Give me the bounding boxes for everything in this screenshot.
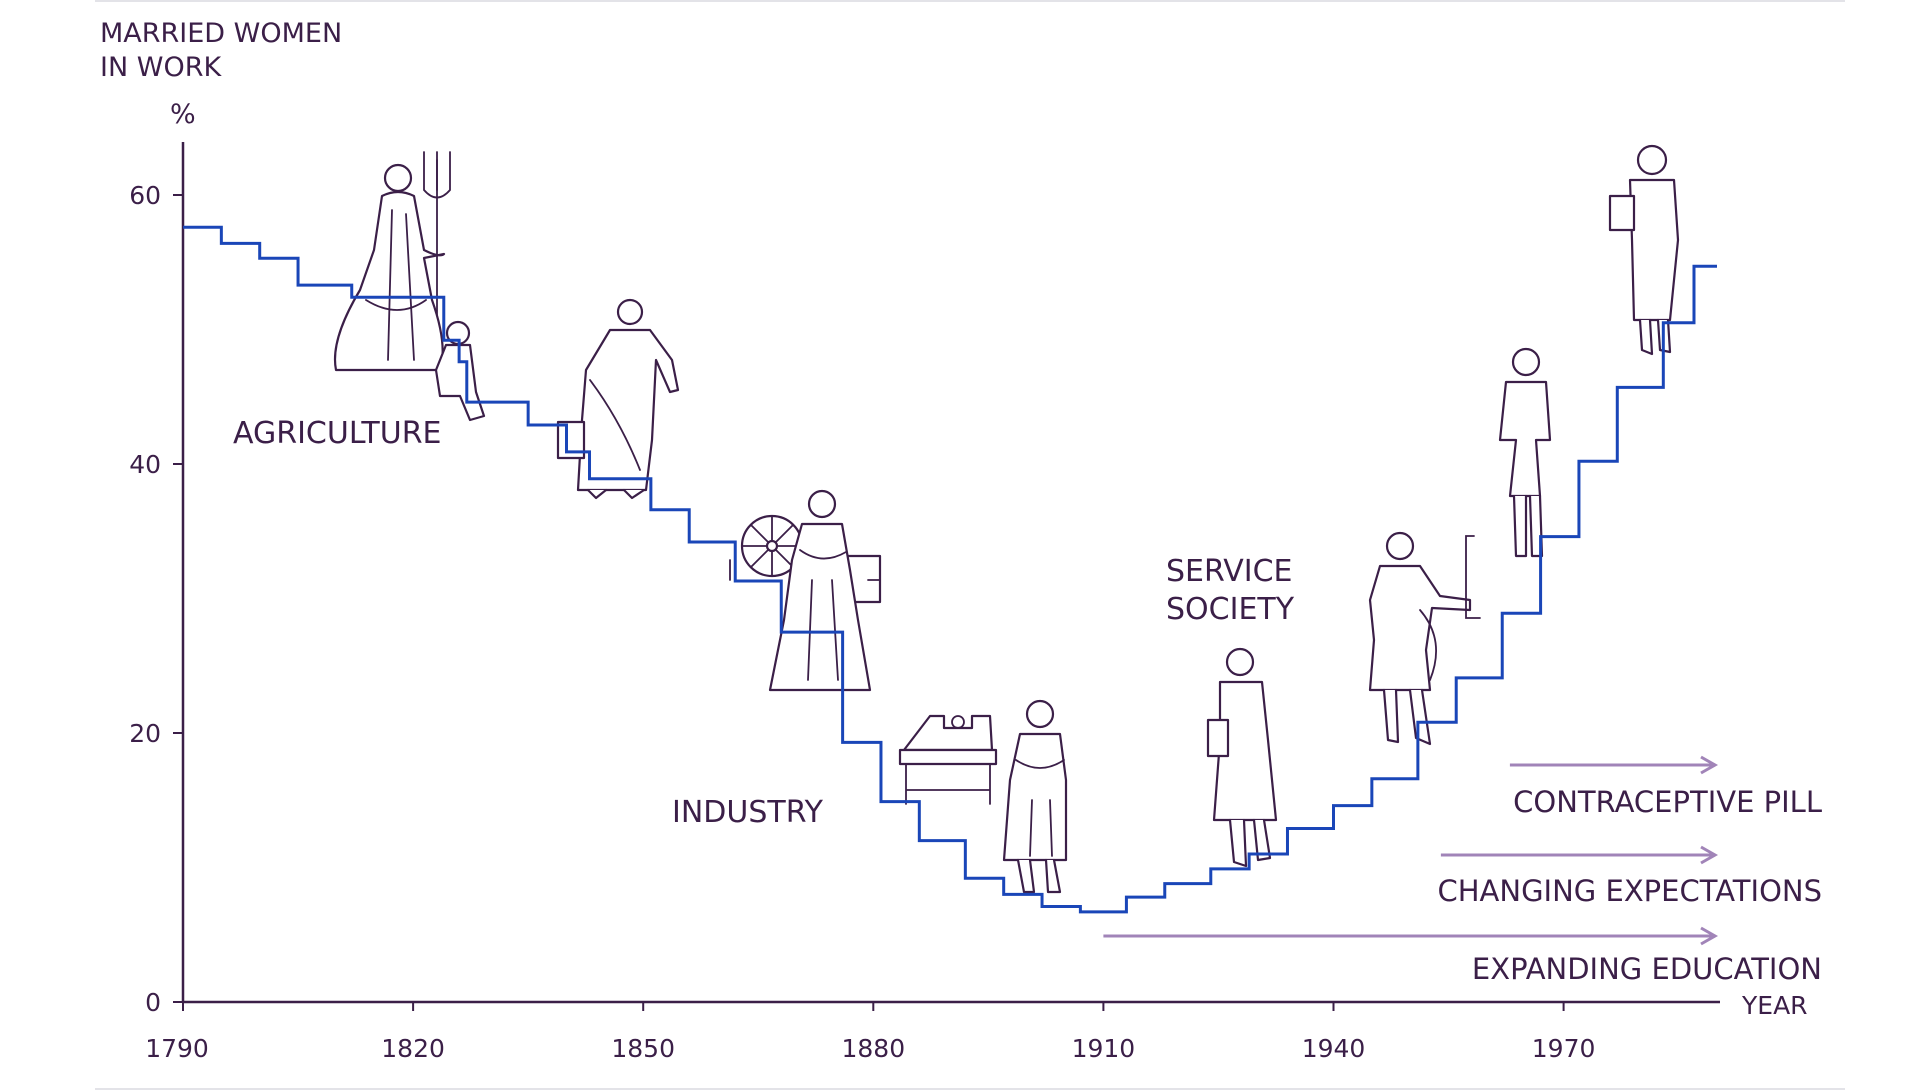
factor-arrow-head — [1700, 926, 1719, 946]
chart-title-line-2: IN WORK — [100, 52, 222, 83]
y-tick-label: 20 — [129, 719, 161, 748]
book-woman-illustration — [1206, 647, 1278, 868]
factor-arrow-head — [1700, 755, 1719, 775]
factor-label: EXPANDING EDUCATION — [1472, 952, 1822, 986]
x-tick-label: 1970 — [1532, 1034, 1596, 1063]
x-tick-label: 1880 — [841, 1034, 905, 1063]
bucket-woman-illustration — [556, 298, 680, 500]
x-tick-label: 1820 — [381, 1034, 445, 1063]
shawl-woman-illustration — [1002, 699, 1068, 894]
era-label-service-line-1: SERVICE — [1166, 554, 1292, 589]
ticks-group: 1790 1820 1850 1880 1910 1940 1970 0 20 40 60 — [129, 181, 1595, 1063]
y-tick-label: 60 — [129, 181, 161, 210]
x-tick-label: 1850 — [611, 1034, 675, 1063]
x-tick-label: 1910 — [1072, 1034, 1136, 1063]
top-border-line — [95, 0, 1845, 2]
farm-woman-illustration — [333, 151, 451, 372]
factor-label: CONTRACEPTIVE PILL — [1513, 785, 1822, 819]
y-tick-label: 0 — [145, 988, 161, 1017]
era-label-service-line-2: SOCIETY — [1166, 592, 1295, 627]
era-label-agriculture: AGRICULTURE — [233, 416, 442, 451]
illustration-layer — [333, 144, 1680, 894]
y-axis-unit-label: % — [170, 99, 196, 130]
chart-title-line-1: MARRIED WOMEN — [100, 18, 342, 49]
era-label-industry: INDUSTRY — [672, 795, 824, 830]
factor-arrow-head — [1700, 845, 1719, 865]
axes-group: YEAR — [181, 142, 1808, 1020]
handbag-woman-illustration — [1608, 144, 1680, 356]
y-tick-label: 40 — [129, 450, 161, 479]
sewing-machine-illustration — [898, 714, 998, 805]
factor-label: CHANGING EXPECTATIONS — [1438, 874, 1823, 908]
x-tick-label: 1790 — [145, 1034, 209, 1063]
series-step-line — [183, 225, 1717, 914]
factor-arrows-group: CONTRACEPTIVE PILL CHANGING EXPECTATIONS E… — [1103, 755, 1823, 986]
teacher-woman-illustration — [1368, 531, 1481, 746]
office-woman-illustration — [1498, 347, 1552, 558]
factory-woman-illustration — [768, 489, 872, 692]
x-axis-label: YEAR — [1741, 991, 1808, 1020]
x-tick-label: 1940 — [1302, 1034, 1366, 1063]
